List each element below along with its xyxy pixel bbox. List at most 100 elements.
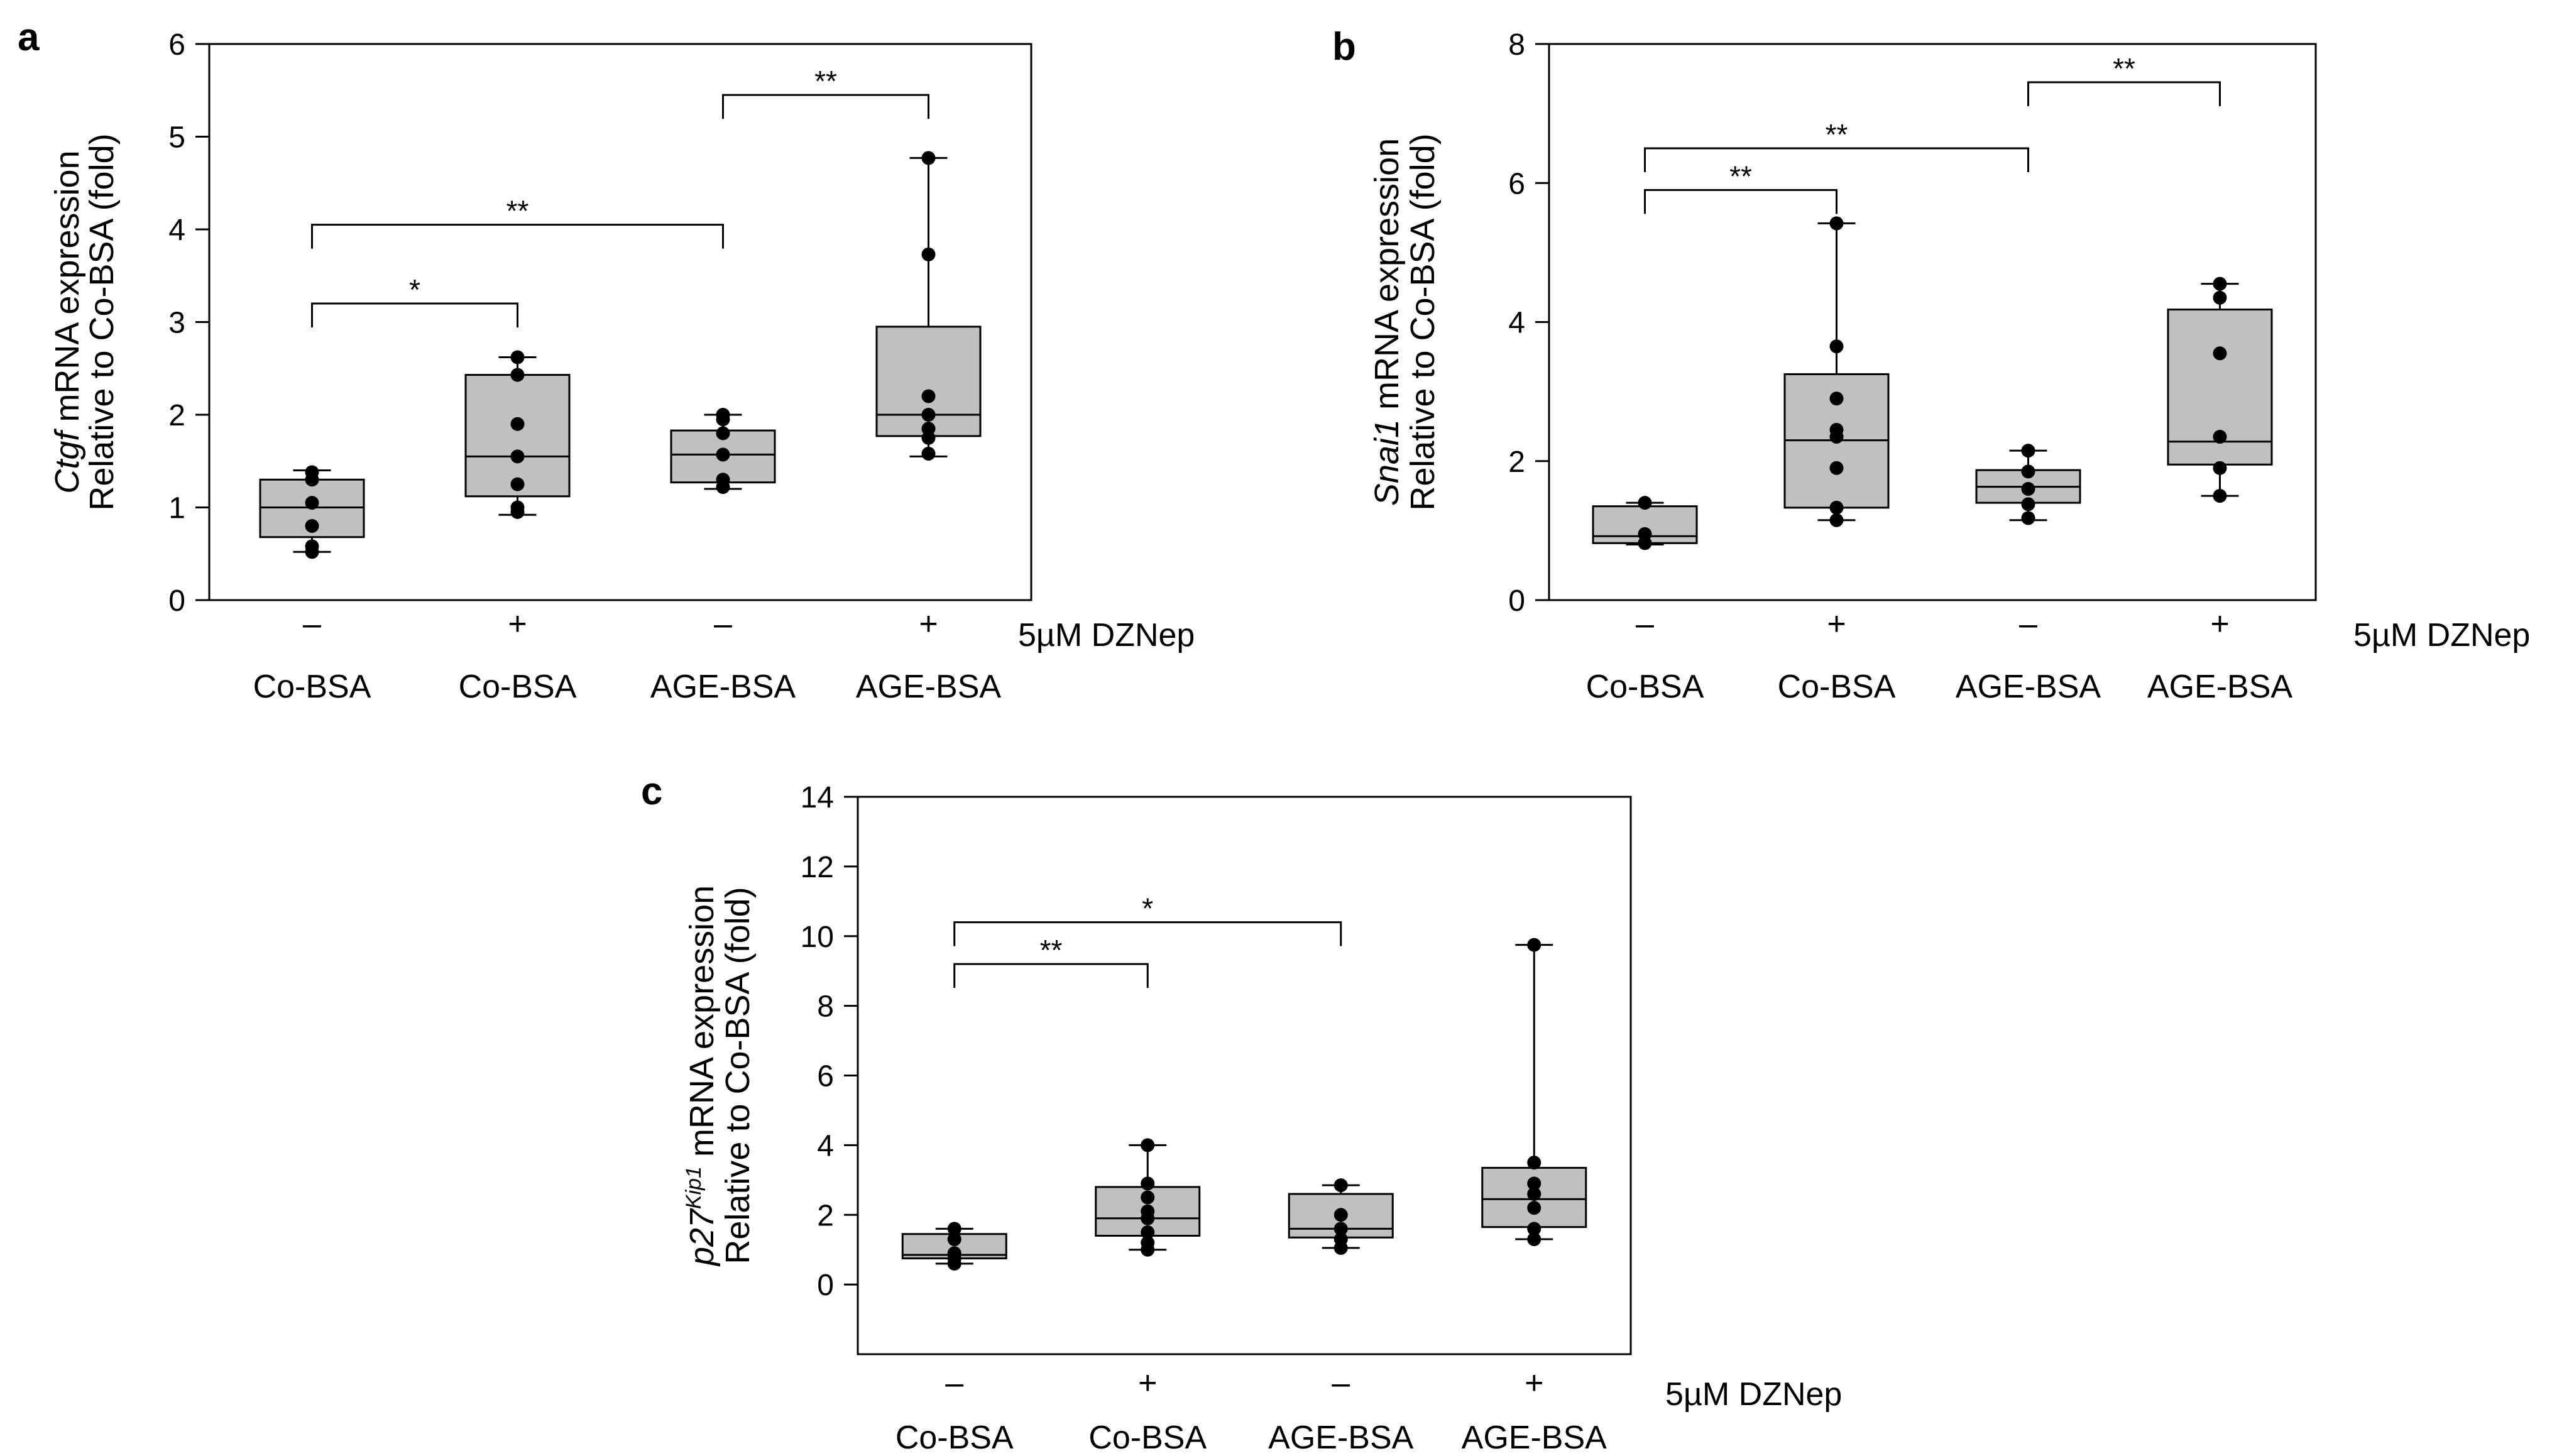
significance-bracket [2027, 81, 2221, 106]
y-tick-label: 1 [168, 492, 185, 525]
data-point [2213, 489, 2227, 503]
box-group [1288, 1178, 1394, 1255]
y-tick-label: 8 [817, 990, 834, 1024]
panel-letter: c [641, 770, 662, 813]
category-label: Co-BSA [1778, 669, 1896, 705]
y-tick-label: 12 [801, 851, 834, 884]
y-axis-label-text: mRNA expression [683, 885, 721, 1166]
y-tick-label: 6 [1508, 167, 1525, 200]
category-label: Co-BSA [459, 669, 577, 705]
y-tick-label: 0 [817, 1269, 834, 1302]
treatment-sign: + [1827, 606, 1846, 642]
box-group [1975, 444, 2081, 525]
y-tick-label: 4 [168, 214, 185, 247]
y-tick-label: 5 [168, 121, 185, 155]
data-point [1334, 1232, 1348, 1247]
treatment-sign: – [714, 606, 732, 642]
y-axis-label-line1: Ctgf mRNA expression [48, 150, 86, 493]
data-point [1527, 1232, 1542, 1247]
treatment-sign: + [919, 606, 938, 642]
treatment-sign: – [1332, 1365, 1350, 1401]
data-point [716, 447, 730, 462]
treatment-sign: + [1138, 1365, 1157, 1401]
category-label: Co-BSA [253, 669, 371, 705]
y-tick-label: 0 [168, 584, 185, 618]
data-point [921, 422, 936, 436]
data-point [1141, 1138, 1155, 1152]
y-axis-label-line2: Relative to Co-BSA (fold) [83, 133, 121, 510]
box-group [1095, 1138, 1201, 1257]
y-axis-label-text: mRNA expression [1368, 138, 1406, 419]
category-label: AGE-BSA [1268, 1420, 1413, 1456]
treatment-label: 5µM DZNep [1665, 1376, 1842, 1413]
y-axis-gene-name: Ctgf [48, 429, 86, 494]
significance-label: ** [1826, 118, 1848, 151]
box-group [2167, 276, 2273, 503]
data-point [921, 151, 936, 165]
data-point [1829, 500, 1844, 515]
y-tick-label: 2 [168, 399, 185, 432]
category-label: Co-BSA [895, 1420, 1014, 1456]
data-point [1334, 1208, 1348, 1222]
data-point [1829, 461, 1844, 475]
box-group [1592, 496, 1698, 550]
y-tick-label: 4 [817, 1129, 834, 1163]
data-point [1638, 496, 1652, 510]
significance-bracket [953, 921, 1342, 946]
data-point [1527, 1176, 1542, 1191]
box-group [875, 151, 982, 461]
data-point [510, 477, 525, 491]
data-point [2213, 430, 2227, 444]
data-point [921, 389, 936, 403]
data-point [921, 247, 936, 261]
data-point [947, 1222, 961, 1236]
data-point [1141, 1204, 1155, 1218]
data-point [947, 1246, 961, 1261]
y-tick-label: 8 [1508, 28, 1525, 62]
data-point [2021, 444, 2035, 458]
treatment-sign: – [303, 606, 321, 642]
data-point [1829, 216, 1844, 231]
data-point [2021, 497, 2035, 512]
data-point [510, 449, 525, 464]
significance-label: ** [1040, 934, 1063, 966]
y-axis-label-line1: p27Kip1 mRNA expression [682, 885, 721, 1267]
data-point [1334, 1222, 1348, 1236]
data-point [2021, 511, 2035, 525]
data-point [2021, 464, 2035, 479]
data-point [2213, 346, 2227, 361]
y-axis-gene-superscript: Kip1 [682, 1166, 706, 1209]
significance-label: ** [507, 195, 529, 227]
data-point [921, 408, 936, 422]
data-point [1527, 1186, 1542, 1201]
y-axis-label-line2: Relative to Co-BSA (fold) [719, 887, 757, 1264]
panel-letter: a [18, 16, 40, 59]
y-tick-label: 10 [801, 921, 834, 954]
data-point [510, 417, 525, 431]
data-point [947, 1232, 961, 1247]
data-point [510, 350, 525, 364]
significance-bracket [1644, 147, 2029, 172]
significance-bracket [311, 302, 518, 327]
significance-bracket [722, 94, 929, 119]
data-point [1527, 1222, 1542, 1236]
y-axis-label-text: mRNA expression [48, 150, 86, 431]
significance-bracket [311, 224, 724, 249]
data-point [1829, 339, 1844, 354]
significance-label: ** [1729, 160, 1752, 192]
y-axis-gene-name: Snai1 [1368, 419, 1406, 506]
data-point [1638, 527, 1652, 541]
box-group [670, 408, 776, 495]
data-point [1829, 513, 1844, 527]
y-tick-label: 0 [1508, 584, 1525, 618]
data-point [1141, 1235, 1155, 1250]
category-label: AGE-BSA [856, 669, 1001, 705]
box-group [1481, 938, 1587, 1247]
significance-bracket [953, 963, 1149, 988]
data-point [305, 539, 319, 554]
significance-label: * [1142, 892, 1153, 925]
box-group [1783, 216, 1890, 527]
